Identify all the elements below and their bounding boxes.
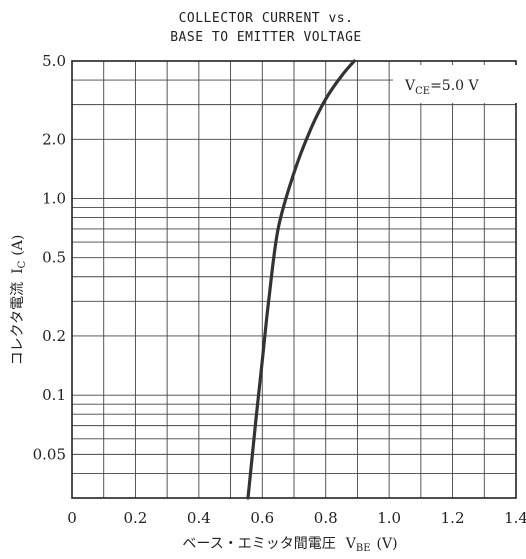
x-tick-label: 0.4 (187, 509, 211, 527)
grid (72, 61, 516, 498)
x-tick-label: 1.4 (504, 509, 526, 527)
y-tick-label: 0.1 (42, 386, 66, 404)
annotation-subscript: CE (415, 86, 430, 97)
plot-area-frame (71, 60, 517, 499)
chart-title-line1: COLLECTOR CURRENT vs. (179, 11, 354, 26)
x-tick-label: 1.0 (377, 509, 401, 527)
x-tick-labels: 0 0.2 0.4 0.6 0.8 1.0 1.2 1.4 (67, 509, 526, 527)
y-tick-label: 5.0 (42, 52, 66, 70)
y-axis-label-unit: (A) (10, 235, 26, 256)
x-axis-label: ベース・エミッタ間電圧 VBE (V) (182, 536, 397, 554)
x-tick-label: 1.2 (441, 509, 465, 527)
y-tick-label: 0.2 (42, 327, 66, 345)
y-tick-label: 2.0 (42, 130, 66, 148)
chart-title-line2: BASE TO EMITTER VOLTAGE (170, 30, 362, 45)
x-axis-label-symbol: V (345, 536, 357, 552)
x-tick-label: 0.2 (123, 509, 147, 527)
y-axis-label-symbol: I (10, 268, 26, 274)
x-axis-label-subscript: BE (356, 543, 371, 554)
y-tick-label: 0.05 (33, 445, 66, 463)
x-tick-label: 0 (67, 509, 77, 527)
y-tick-labels: 5.0 2.0 1.0 0.5 0.2 0.1 0.05 (33, 52, 66, 463)
annotation-symbol: V (404, 78, 416, 94)
y-axis-label-text: コレクタ電流 (10, 282, 26, 365)
annotation-value: =5.0 V (430, 78, 479, 94)
annotation-box (393, 65, 517, 103)
x-axis-label-text: ベース・エミッタ間電圧 (182, 536, 335, 552)
x-tick-label: 0.8 (314, 509, 338, 527)
y-axis-label-subscript: C (17, 260, 28, 268)
series-line (246, 59, 356, 500)
annotation-vce: VCE=5.0 V (404, 78, 480, 97)
y-tick-label: 1.0 (42, 189, 66, 207)
y-axis-label: コレクタ電流 IC (A) (10, 235, 28, 366)
x-axis-label-unit: (V) (377, 536, 398, 552)
x-tick-label: 0.6 (250, 509, 274, 527)
series-lines (246, 59, 356, 500)
y-tick-label: 0.5 (42, 249, 66, 267)
plot-frame (71, 60, 517, 499)
